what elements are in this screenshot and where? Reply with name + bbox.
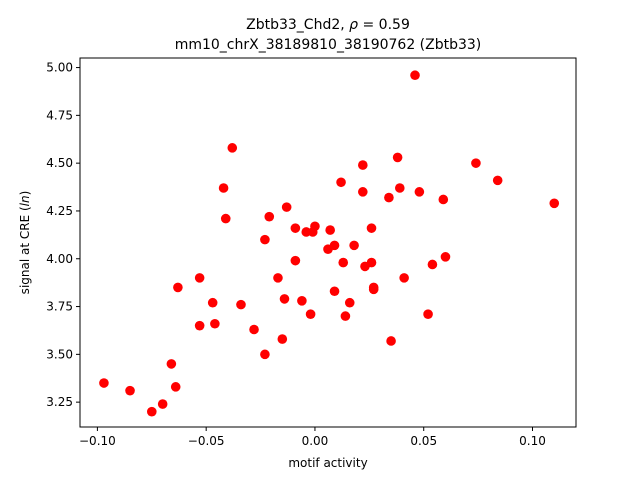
data-point bbox=[549, 198, 560, 209]
data-point bbox=[310, 221, 320, 232]
data-point bbox=[157, 399, 168, 409]
data-point bbox=[366, 223, 377, 233]
data-point bbox=[99, 378, 109, 388]
data-point bbox=[423, 309, 433, 319]
data-point bbox=[207, 297, 218, 308]
data-point bbox=[349, 240, 359, 251]
data-point bbox=[471, 158, 481, 168]
data-point bbox=[173, 282, 183, 293]
data-point bbox=[227, 143, 238, 153]
y-tick-label: 3.50 bbox=[46, 347, 73, 361]
data-point bbox=[279, 294, 290, 304]
data-point bbox=[366, 257, 377, 268]
x-tick-label: 0.00 bbox=[302, 434, 329, 448]
data-point bbox=[249, 324, 259, 335]
data-point bbox=[336, 177, 346, 188]
data-point bbox=[290, 255, 301, 266]
data-point bbox=[386, 336, 396, 346]
data-point bbox=[329, 286, 340, 297]
data-point bbox=[220, 213, 231, 224]
axis-ticks: −0.10 −0.05 0.00 0.05 0.10 3.25 3.50 3.75 4.00 4.… bbox=[46, 61, 546, 448]
data-point bbox=[358, 187, 368, 197]
data-point bbox=[194, 320, 205, 331]
data-point bbox=[325, 225, 335, 235]
data-point bbox=[260, 349, 270, 360]
y-tick-label: 3.75 bbox=[46, 300, 73, 314]
data-point bbox=[146, 406, 157, 417]
data-point bbox=[210, 318, 220, 329]
data-point bbox=[264, 211, 275, 222]
data-points bbox=[99, 70, 560, 417]
x-tick-label: −0.10 bbox=[79, 434, 116, 448]
y-tick-label: 4.00 bbox=[46, 252, 73, 266]
x-tick-label: 0.10 bbox=[519, 434, 546, 448]
x-axis-label: motif activity bbox=[288, 456, 367, 470]
data-point bbox=[194, 273, 205, 283]
y-axis-label: signal at CRE (ln) bbox=[18, 191, 32, 295]
plot-frame bbox=[79, 57, 577, 428]
data-point bbox=[410, 70, 420, 81]
chart-title-line2: mm10_chrX_38189810_38190762 (Zbtb33) bbox=[175, 37, 482, 53]
data-point bbox=[297, 296, 307, 306]
y-tick-label: 4.25 bbox=[46, 204, 73, 218]
data-point bbox=[338, 257, 349, 268]
data-point bbox=[340, 311, 351, 321]
x-tick-label: −0.05 bbox=[188, 434, 225, 448]
data-point bbox=[438, 194, 449, 205]
data-point bbox=[414, 187, 425, 197]
data-point bbox=[170, 382, 181, 392]
data-point bbox=[305, 309, 316, 319]
x-tick-label: 0.05 bbox=[410, 434, 437, 448]
data-point bbox=[492, 175, 503, 186]
data-point bbox=[427, 259, 438, 270]
chart-title-line1: Zbtb33_Chd2, ρ = 0.59 bbox=[246, 17, 410, 33]
y-tick-label: 4.75 bbox=[46, 108, 73, 122]
data-point bbox=[384, 192, 394, 203]
y-tick-label: 4.50 bbox=[46, 156, 73, 170]
data-point bbox=[218, 183, 229, 193]
data-point bbox=[281, 202, 292, 212]
data-point bbox=[236, 299, 246, 310]
data-point bbox=[440, 252, 451, 262]
data-point bbox=[125, 385, 135, 396]
y-tick-label: 3.25 bbox=[46, 395, 73, 409]
data-point bbox=[277, 334, 288, 344]
data-point bbox=[273, 273, 283, 283]
data-point bbox=[392, 152, 403, 163]
data-point bbox=[358, 160, 368, 170]
data-point bbox=[368, 284, 379, 295]
data-point bbox=[394, 183, 405, 193]
data-point bbox=[260, 234, 270, 245]
data-point bbox=[344, 297, 355, 308]
data-point bbox=[166, 359, 177, 369]
data-point bbox=[399, 273, 409, 283]
y-tick-label: 5.00 bbox=[46, 61, 73, 75]
data-point bbox=[290, 223, 301, 233]
data-point bbox=[329, 240, 340, 251]
